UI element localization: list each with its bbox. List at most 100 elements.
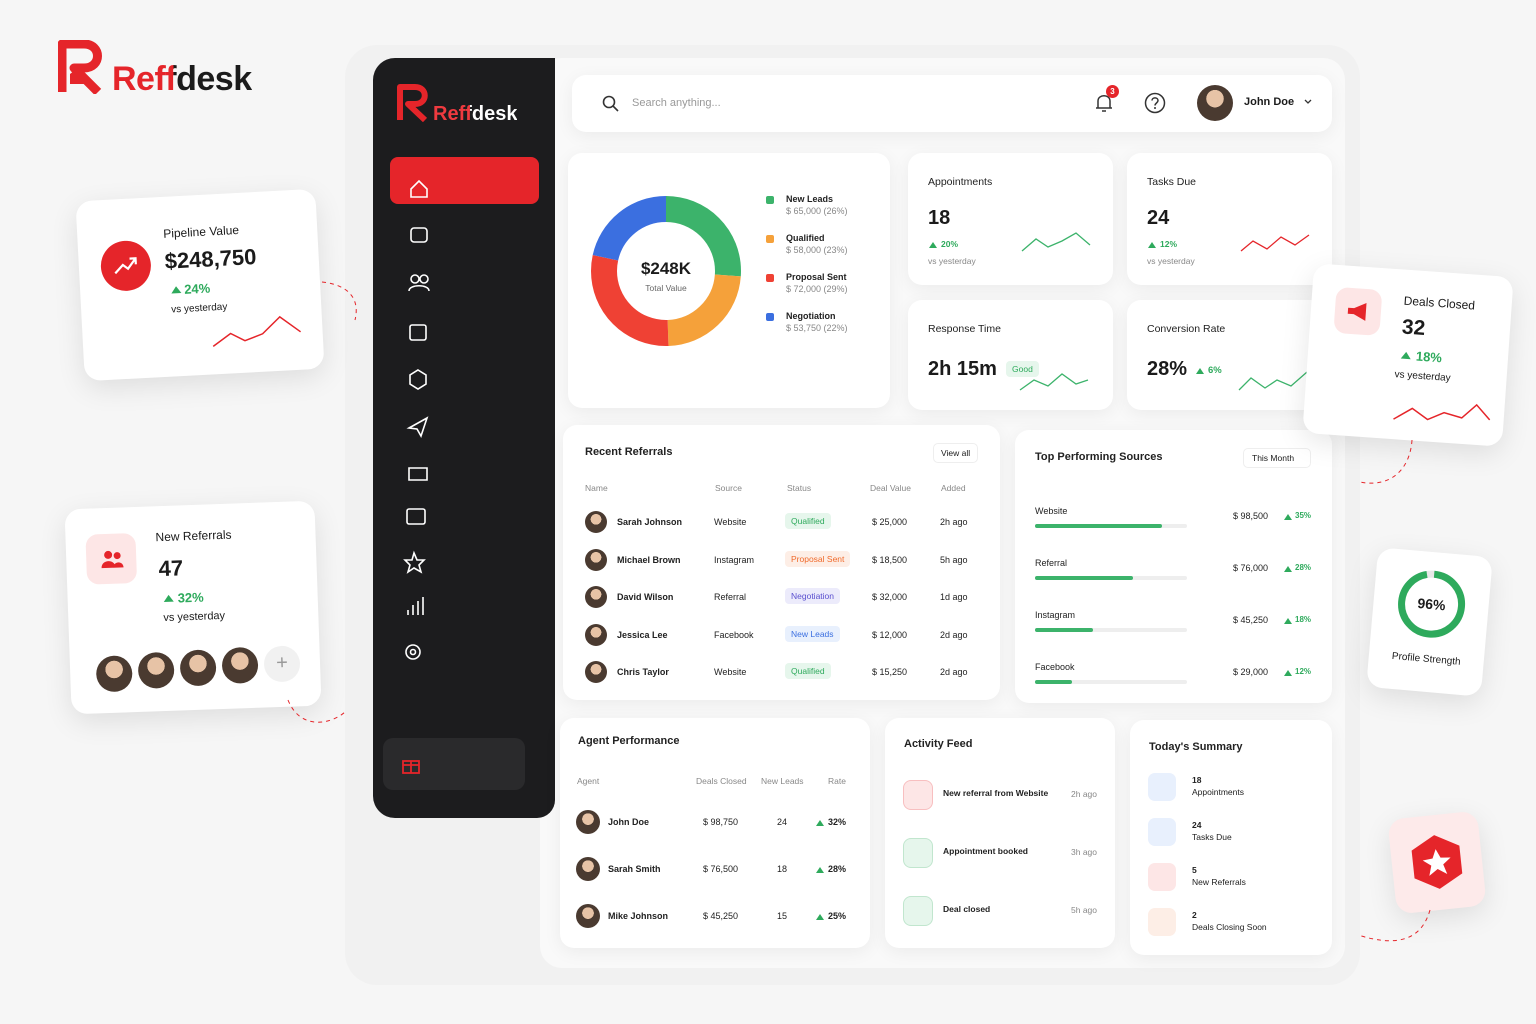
user-avatar[interactable] bbox=[1197, 85, 1233, 121]
nav-deals[interactable] bbox=[409, 369, 427, 390]
stat-title: Response Time bbox=[928, 323, 1001, 335]
referral-added: 1d ago bbox=[940, 592, 968, 602]
source-name: Facebook bbox=[1035, 662, 1075, 672]
summary-value: 2 bbox=[1192, 910, 1197, 920]
source-amount: $ 29,000 bbox=[1233, 667, 1269, 677]
nav-home[interactable] bbox=[390, 157, 539, 204]
avatar bbox=[179, 649, 217, 687]
summary-value: 24 bbox=[1192, 820, 1202, 830]
user-caret bbox=[1304, 99, 1312, 104]
referrals-note: vs yesterday bbox=[163, 609, 226, 625]
sidebar-gift[interactable] bbox=[383, 738, 525, 790]
column-header: Deal Value bbox=[870, 483, 911, 493]
status-badge: Negotiation bbox=[785, 588, 841, 604]
nav-favorites[interactable] bbox=[403, 550, 426, 574]
stat-title: Tasks Due bbox=[1147, 176, 1197, 188]
top-sources-card: Top Performing Sources This Month Websit… bbox=[1015, 430, 1332, 703]
card-title: Recent Referrals bbox=[585, 446, 673, 458]
legend-name: Negotiation bbox=[786, 311, 836, 321]
donut-center-value: $248K bbox=[640, 259, 692, 278]
up-arrow-shape bbox=[1284, 670, 1292, 676]
deals-title: Deals Closed bbox=[1403, 293, 1476, 313]
column-header: Name bbox=[585, 483, 608, 493]
pipeline-value-card: Pipeline Value $248,750 24% vs yesterday bbox=[75, 188, 325, 382]
period-filter[interactable]: This Month bbox=[1243, 448, 1312, 468]
agent-deals: $ 45,250 bbox=[703, 911, 739, 921]
stat-card: Tasks Due 24 12% vs yesterday bbox=[1127, 153, 1332, 285]
source-bar bbox=[1035, 680, 1073, 684]
referral-name: Chris Taylor bbox=[617, 667, 669, 677]
source-change: 35% bbox=[1295, 511, 1312, 520]
column-header: Agent bbox=[577, 776, 600, 786]
legend-swatch bbox=[766, 196, 774, 204]
legend-value: $ 58,000 (23%) bbox=[786, 245, 848, 255]
stat-value: 18 bbox=[928, 207, 951, 229]
summary-icon bbox=[1148, 773, 1176, 801]
people-icon bbox=[101, 550, 124, 569]
referral-source: Website bbox=[714, 667, 747, 677]
search-icon bbox=[602, 95, 619, 112]
referral-added: 2d ago bbox=[940, 667, 968, 677]
stat-title: Conversion Rate bbox=[1147, 323, 1226, 335]
nav-documents[interactable] bbox=[409, 324, 427, 341]
up-arrow bbox=[1284, 670, 1292, 676]
agent-leads: 18 bbox=[777, 864, 788, 874]
activity-feed-card: Activity Feed New referral from Website 2… bbox=[885, 718, 1115, 948]
agent-rate: 32% bbox=[828, 817, 847, 827]
profile-title: Profile Strength bbox=[1391, 650, 1462, 668]
activity-icon bbox=[903, 896, 933, 926]
donut-chart bbox=[591, 196, 741, 346]
activity-time: 3h ago bbox=[1071, 847, 1097, 857]
search-input[interactable]: Search anything... bbox=[632, 97, 721, 109]
column-header: Added bbox=[941, 483, 966, 493]
card-title: Activity Feed bbox=[904, 738, 973, 750]
up-arrow-shape bbox=[816, 820, 824, 826]
nav-integrations[interactable] bbox=[408, 467, 428, 481]
up-arrow-shape bbox=[1196, 368, 1204, 374]
up-arrow-shape bbox=[1284, 566, 1292, 572]
activity-text: New referral from Website bbox=[943, 788, 1049, 798]
avatar bbox=[576, 810, 600, 834]
card-title: Agent Performance bbox=[578, 735, 680, 747]
pipeline-title: Pipeline Value bbox=[162, 222, 240, 241]
view-all-button[interactable]: View all bbox=[933, 443, 979, 463]
source-name: Instagram bbox=[1035, 610, 1076, 620]
source-bar bbox=[1035, 576, 1133, 580]
up-arrow bbox=[1196, 368, 1204, 374]
up-arrow bbox=[816, 914, 824, 920]
source-change: 12% bbox=[1295, 667, 1312, 676]
star-badge bbox=[1411, 835, 1463, 889]
source-change: 28% bbox=[1295, 563, 1312, 572]
add-avatar-button[interactable]: + bbox=[263, 645, 301, 683]
nav-settings[interactable] bbox=[405, 644, 421, 660]
sidebar-brand-text: Reffdesk bbox=[433, 103, 518, 125]
stat-value: 24 bbox=[1147, 207, 1170, 229]
avatar bbox=[585, 548, 607, 571]
referral-name: Sarah Johnson bbox=[617, 517, 683, 527]
agent-rate: 25% bbox=[828, 911, 847, 921]
avatar bbox=[585, 623, 607, 646]
avatar bbox=[95, 655, 133, 693]
nav-messages[interactable] bbox=[410, 227, 428, 243]
source-name: Referral bbox=[1035, 558, 1068, 568]
summary-icon bbox=[1148, 818, 1176, 846]
summary-label: Deals Closing Soon bbox=[1192, 922, 1267, 932]
agent-rate: 28% bbox=[828, 864, 847, 874]
referral-added: 2h ago bbox=[940, 517, 968, 527]
referral-value: $ 12,000 bbox=[872, 629, 908, 640]
notification-bell[interactable] bbox=[1094, 91, 1116, 115]
nav-campaigns[interactable] bbox=[406, 416, 429, 438]
nav-reports[interactable] bbox=[406, 508, 426, 525]
avatar bbox=[585, 511, 607, 533]
summary-icon bbox=[1148, 863, 1176, 891]
user-name[interactable]: John Doe bbox=[1244, 96, 1295, 108]
stat-note: vs yesterday bbox=[928, 256, 976, 266]
agent-leads: 24 bbox=[777, 817, 788, 827]
nav-analytics[interactable] bbox=[407, 597, 424, 615]
todays-summary-card: Today's Summary 18 Appointments 24 Tasks Du… bbox=[1130, 720, 1332, 955]
help-icon[interactable] bbox=[1144, 92, 1166, 114]
nav-contacts[interactable] bbox=[410, 274, 420, 284]
legend-swatch bbox=[766, 274, 774, 282]
deals-sparkline bbox=[1393, 403, 1491, 421]
